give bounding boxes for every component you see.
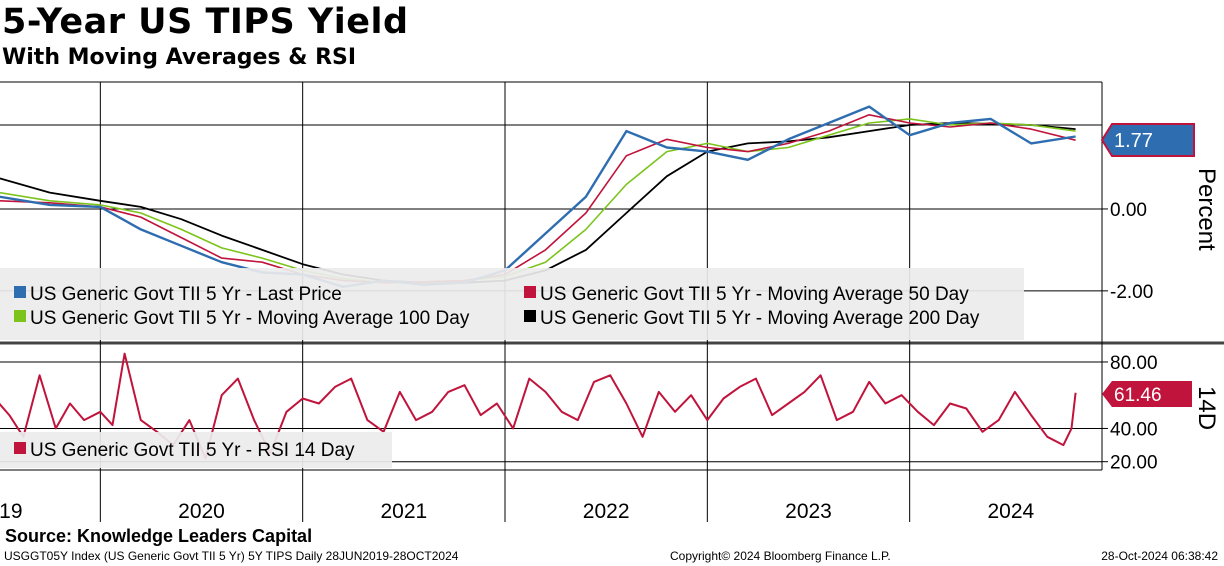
footer-copyright: Copyright© 2024 Bloomberg Finance L.P.: [670, 549, 891, 563]
series-line-moving-average-100-day: [0, 118, 1076, 284]
price-last-value: 1.77: [1114, 130, 1153, 152]
series-line-moving-average-50-day: [0, 114, 1076, 284]
rsi-tick-label: 40.00: [1110, 419, 1158, 440]
price-series-group: [0, 105, 1076, 288]
rsi-legend: US Generic Govt TII 5 Yr - RSI 14 Day: [0, 432, 392, 468]
legend-swatch-last-price: [14, 286, 26, 298]
price-axis-title: Percent: [1193, 168, 1220, 251]
year-label-2021: 2021: [380, 500, 427, 523]
price-last-value-tag: 1.77: [1100, 123, 1195, 157]
chart-subtitle: With Moving Averages & RSI: [2, 45, 357, 70]
rsi-tick-label: 20.00: [1110, 453, 1158, 474]
price-legend-box: [0, 268, 1024, 340]
price-tick-label: 0.00: [1110, 200, 1147, 221]
rsi-last-value-tag: 61.46: [1102, 381, 1192, 407]
rsi-last-value-tag-shape: [1102, 381, 1192, 407]
series-line-last-price: [0, 105, 1076, 288]
legend-swatch-rsi: [14, 442, 26, 454]
year-label-2022: 2022: [583, 500, 630, 523]
legend-label-last-price: US Generic Govt TII 5 Yr - Last Price: [30, 284, 342, 305]
price-axis-ticks: 0.00 -2.00: [1102, 200, 1153, 303]
series-line-moving-average-200-day: [0, 122, 1076, 284]
chart-title: 5-Year US TIPS Yield: [2, 2, 409, 42]
footer-index-info: USGGT05Y Index (US Generic Govt TII 5 Yr…: [4, 549, 459, 563]
rsi-last-value: 61.46: [1114, 385, 1162, 406]
year-label-2023: 2023: [785, 500, 832, 523]
rsi-legend-box: [0, 432, 392, 468]
legend-label-ma200: US Generic Govt TII 5 Yr - Moving Averag…: [540, 308, 980, 329]
footer-timestamp: 28-Oct-2024 06:38:42: [1101, 549, 1218, 563]
rsi-tick-label: 80.00: [1110, 353, 1158, 374]
price-last-value-tag-shape: [1100, 123, 1195, 157]
legend-label-ma50: US Generic Govt TII 5 Yr - Moving Averag…: [540, 284, 969, 305]
price-legend: US Generic Govt TII 5 Yr - Last Price US…: [0, 268, 1024, 340]
legend-swatch-ma200: [524, 310, 536, 322]
year-axis-labels: 2019 2020 2021 2022 2023 2024: [0, 500, 1035, 523]
price-tick-label: -2.00: [1110, 282, 1153, 303]
legend-swatch-ma50: [524, 286, 536, 298]
rsi-axis-ticks: 80.00 40.00 20.00: [1102, 353, 1158, 474]
legend-swatch-ma100: [14, 310, 26, 322]
price-gridlines: [0, 124, 1102, 292]
legend-label-rsi: US Generic Govt TII 5 Yr - RSI 14 Day: [30, 440, 355, 461]
year-label-2019: 2019: [0, 500, 23, 523]
rsi-axis-title: 14D: [1193, 386, 1220, 430]
year-label-2024: 2024: [987, 500, 1034, 523]
year-label-2020: 2020: [178, 500, 225, 523]
source-note: Source: Knowledge Leaders Capital: [5, 526, 313, 546]
legend-label-ma100: US Generic Govt TII 5 Yr - Moving Averag…: [30, 308, 470, 329]
